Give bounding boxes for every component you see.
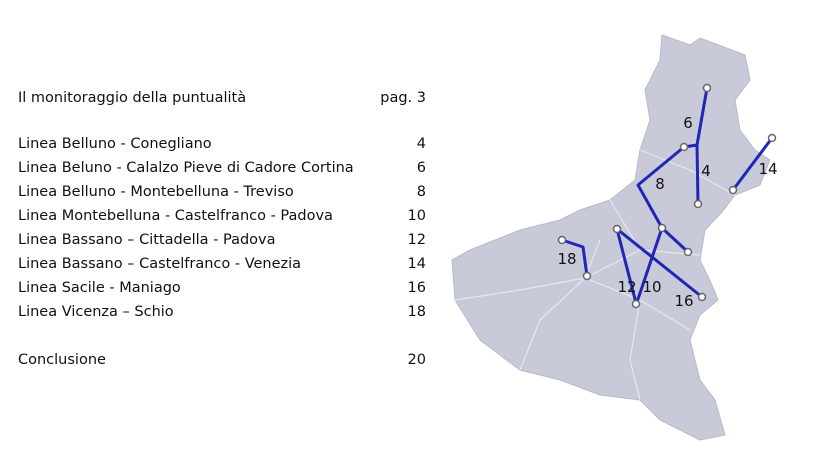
toc-row: Il monitoraggio della puntualità pag. 3	[18, 90, 426, 106]
toc-page: 18	[407, 304, 426, 320]
toc-row: Linea Bassano – Cittadella - Padova 12	[18, 232, 426, 248]
toc-row: Linea Bassano – Castelfranco - Venezia 14	[18, 256, 426, 272]
map-label: 4	[701, 162, 711, 180]
map-label: 16	[674, 292, 693, 310]
toc-title: Linea Bassano – Castelfranco - Venezia	[18, 256, 302, 272]
toc-title: Linea Sacile - Maniago	[18, 280, 181, 296]
toc-row: Linea Sacile - Maniago 16	[18, 280, 426, 296]
toc-title: Il monitoraggio della puntualità	[18, 90, 247, 106]
map-label: 6	[683, 114, 693, 132]
map-label: 10	[642, 278, 661, 296]
toc-row: Linea Belluno - Conegliano 4	[18, 136, 426, 152]
toc-title: Linea Vicenza – Schio	[18, 304, 174, 320]
toc-row: Linea Beluno - Calalzo Pieve di Cadore C…	[18, 160, 426, 176]
toc-title: Linea Montebelluna - Castelfranco - Pado…	[18, 208, 333, 224]
stations	[557, 83, 777, 309]
toc-page: pag. 3	[380, 90, 426, 106]
toc-title: Conclusione	[18, 352, 106, 368]
map-label: 14	[758, 160, 777, 178]
toc-page: 20	[407, 352, 426, 368]
toc-row: Linea Vicenza – Schio 18	[18, 304, 426, 320]
toc-page: 8	[416, 184, 426, 200]
toc-row: Linea Belluno - Montebelluna - Treviso 8	[18, 184, 426, 200]
map-label: 12	[617, 278, 636, 296]
toc-page: 10	[407, 208, 426, 224]
rail-lines	[561, 87, 774, 306]
toc-row: Conclusione 20	[18, 352, 426, 368]
toc-page: 6	[416, 160, 426, 176]
region-shape	[451, 34, 771, 441]
toc-title: Linea Beluno - Calalzo Pieve di Cadore C…	[18, 160, 354, 176]
toc-page: 4	[416, 136, 426, 152]
toc-title: Linea Belluno - Conegliano	[18, 136, 212, 152]
map-label: 8	[655, 175, 665, 193]
toc-title: Linea Bassano – Cittadella - Padova	[18, 232, 276, 248]
toc-row: Linea Montebelluna - Castelfranco - Pado…	[18, 208, 426, 224]
toc-page: 16	[407, 280, 426, 296]
toc-page: 12	[407, 232, 426, 248]
toc-title: Linea Belluno - Montebelluna - Treviso	[18, 184, 294, 200]
map-label: 18	[557, 250, 576, 268]
toc-page: 14	[407, 256, 426, 272]
